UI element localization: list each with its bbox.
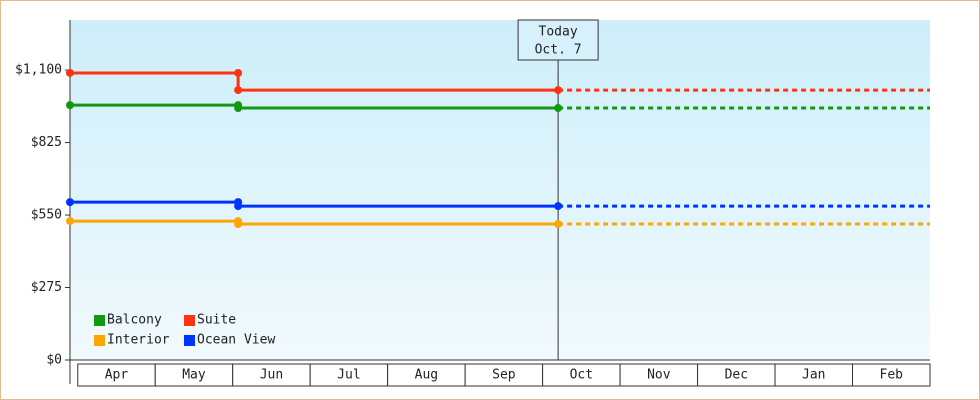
x-tick-label: Jan xyxy=(802,368,825,383)
price-line xyxy=(70,71,559,92)
x-tick-label: May xyxy=(182,368,206,383)
today-label: Today xyxy=(539,25,578,40)
legend-label: Suite xyxy=(197,313,236,328)
price-point xyxy=(66,68,74,77)
y-tick-label: $825 xyxy=(31,135,62,150)
plot-area xyxy=(70,20,930,360)
legend-label: Balcony xyxy=(107,313,162,328)
price-point xyxy=(234,86,243,95)
price-point xyxy=(554,104,563,113)
legend-label: Ocean View xyxy=(197,333,275,348)
x-tick-label: Jun xyxy=(260,368,283,383)
price-point xyxy=(66,198,74,207)
legend-swatch xyxy=(184,335,195,346)
price-point xyxy=(554,202,563,211)
month-cell xyxy=(852,363,931,387)
price-point xyxy=(234,68,243,77)
y-tick-label: $1,100 xyxy=(15,63,62,78)
x-tick-label: Jul xyxy=(337,368,360,383)
x-tick-label: Apr xyxy=(105,368,129,383)
today-box xyxy=(517,19,599,61)
legend-label: Interior xyxy=(107,333,170,348)
price-point xyxy=(66,217,74,226)
price-point xyxy=(554,86,563,95)
x-tick-label: Oct xyxy=(570,368,593,383)
x-tick-label: Sep xyxy=(492,368,516,383)
legend-swatch xyxy=(184,315,195,326)
x-tick-label: Dec xyxy=(725,368,748,383)
x-tick-label: Aug xyxy=(415,368,438,383)
today-label: Oct. 7 xyxy=(535,43,582,58)
price-point xyxy=(554,220,563,228)
legend-swatch xyxy=(94,315,105,326)
y-tick-label: $550 xyxy=(31,208,62,223)
y-tick-label: $275 xyxy=(31,280,62,295)
price-point xyxy=(234,104,243,113)
price-point xyxy=(234,220,243,228)
x-tick-label: Feb xyxy=(880,368,904,383)
x-tick-label: Nov xyxy=(647,368,671,383)
price-point xyxy=(234,202,243,211)
legend-swatch xyxy=(94,335,105,346)
price-point xyxy=(66,101,74,110)
y-tick-label: $0 xyxy=(46,353,62,368)
